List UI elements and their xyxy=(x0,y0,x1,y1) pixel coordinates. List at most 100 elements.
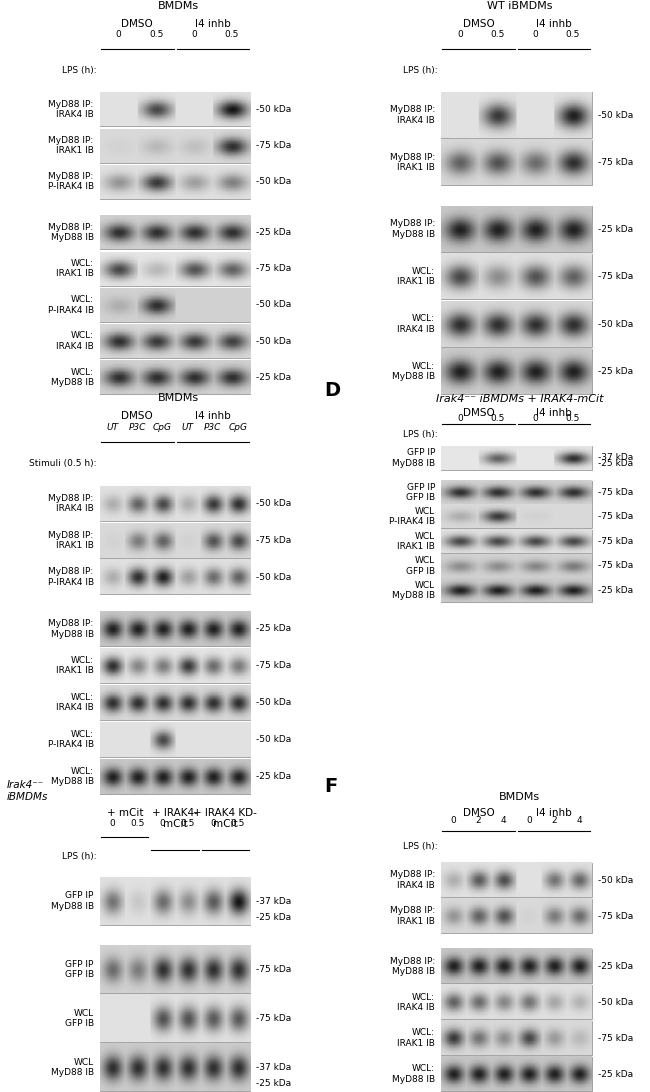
Text: 0.5: 0.5 xyxy=(181,819,195,828)
Bar xyxy=(441,301,592,346)
Text: MyD88 IP:
IRAK1 IB: MyD88 IP: IRAK1 IB xyxy=(390,153,435,173)
Bar xyxy=(441,530,592,553)
Text: -75 kDa: -75 kDa xyxy=(597,1034,633,1043)
Bar xyxy=(99,649,250,684)
Text: -50 kDa: -50 kDa xyxy=(256,177,292,187)
Text: 0: 0 xyxy=(191,31,197,39)
Text: WCL:
MyD88 IB: WCL: MyD88 IB xyxy=(392,1065,435,1083)
Text: GFP IP
MyD88 IB: GFP IP MyD88 IB xyxy=(51,891,94,911)
Text: MyD88 IP:
MyD88 IB: MyD88 IP: MyD88 IB xyxy=(390,219,435,239)
Text: WCL
MyD88 IB: WCL MyD88 IB xyxy=(51,1058,94,1077)
Text: 0.5: 0.5 xyxy=(149,31,163,39)
Bar xyxy=(99,759,250,794)
Text: GFP IP
MyD88 IB: GFP IP MyD88 IB xyxy=(392,448,435,467)
Bar xyxy=(99,523,250,558)
Text: Stimuli (0.5 h):: Stimuli (0.5 h): xyxy=(29,459,97,467)
Text: -50 kDa: -50 kDa xyxy=(256,336,292,345)
Bar xyxy=(99,1044,250,1091)
Text: 0.5: 0.5 xyxy=(224,31,239,39)
Bar xyxy=(441,480,592,503)
Text: MyD88 IP:
MyD88 IB: MyD88 IP: MyD88 IB xyxy=(390,957,435,976)
Text: DMSO: DMSO xyxy=(122,19,153,29)
Text: -75 kDa: -75 kDa xyxy=(597,561,633,570)
Text: + mCit: + mCit xyxy=(107,808,143,818)
Text: Irak4⁻⁻
iBMDMs: Irak4⁻⁻ iBMDMs xyxy=(6,781,48,802)
Text: -50 kDa: -50 kDa xyxy=(597,998,633,1007)
Text: -75 kDa: -75 kDa xyxy=(256,264,292,273)
Text: GFP IP
GFP IB: GFP IP GFP IB xyxy=(64,960,94,980)
Text: 0: 0 xyxy=(526,817,532,826)
Text: Irak4⁻⁻ iBMDMs + IRAK4-mCit: Irak4⁻⁻ iBMDMs + IRAK4-mCit xyxy=(436,394,603,404)
Text: WCL
MyD88 IB: WCL MyD88 IB xyxy=(392,581,435,601)
Bar xyxy=(99,486,250,521)
Text: MyD88 IP:
IRAK4 IB: MyD88 IP: IRAK4 IB xyxy=(49,494,94,513)
Text: WCL:
MyD88 IB: WCL: MyD88 IB xyxy=(51,368,94,387)
Text: WCL:
IRAK1 IB: WCL: IRAK1 IB xyxy=(397,1029,435,1048)
Text: -25 kDa: -25 kDa xyxy=(597,1069,633,1079)
Text: MyD88 IP:
IRAK4 IB: MyD88 IP: IRAK4 IB xyxy=(390,870,435,890)
Text: 0.5: 0.5 xyxy=(566,31,580,39)
Text: WCL:
IRAK1 IB: WCL: IRAK1 IB xyxy=(56,656,94,676)
Bar xyxy=(441,254,592,299)
Text: BMDMs: BMDMs xyxy=(499,792,540,802)
Text: -25 kDa: -25 kDa xyxy=(256,372,292,382)
Text: -50 kDa: -50 kDa xyxy=(597,110,633,119)
Text: 0: 0 xyxy=(160,819,165,828)
Text: -37 kDa: -37 kDa xyxy=(256,1063,292,1072)
Text: -25 kDa: -25 kDa xyxy=(597,586,633,595)
Bar xyxy=(99,686,250,720)
Text: UT: UT xyxy=(181,423,194,431)
Text: -25 kDa: -25 kDa xyxy=(597,367,633,376)
Text: -50 kDa: -50 kDa xyxy=(256,572,292,582)
Text: WCL
IRAK1 IB: WCL IRAK1 IB xyxy=(397,532,435,551)
Text: WCL:
IRAK4 IB: WCL: IRAK4 IB xyxy=(397,993,435,1012)
Text: -75 kDa: -75 kDa xyxy=(597,537,633,546)
Text: -25 kDa: -25 kDa xyxy=(597,225,633,234)
Bar xyxy=(99,251,250,286)
Text: CpG: CpG xyxy=(228,423,248,431)
Text: MyD88 IP:
P-IRAK4 IB: MyD88 IP: P-IRAK4 IB xyxy=(47,173,94,191)
Text: WCL:
MyD88 IB: WCL: MyD88 IB xyxy=(51,767,94,786)
Bar xyxy=(441,506,592,529)
Bar xyxy=(99,165,250,199)
Text: I4 inhb: I4 inhb xyxy=(536,19,572,29)
Text: WCL:
IRAK1 IB: WCL: IRAK1 IB xyxy=(56,259,94,278)
Text: -75 kDa: -75 kDa xyxy=(597,158,633,167)
Text: -50 kDa: -50 kDa xyxy=(597,876,633,885)
Text: I4 inhb: I4 inhb xyxy=(195,19,231,29)
Text: + IRAK4-
mCit: + IRAK4- mCit xyxy=(152,808,198,829)
Bar xyxy=(99,360,250,394)
Text: -50 kDa: -50 kDa xyxy=(256,499,292,508)
Text: D: D xyxy=(324,381,340,401)
Text: LPS (h):: LPS (h): xyxy=(404,66,438,74)
Text: -50 kDa: -50 kDa xyxy=(256,698,292,708)
Bar xyxy=(441,863,592,898)
Text: 0: 0 xyxy=(109,819,115,828)
Bar xyxy=(441,555,592,578)
Text: MyD88 IP:
IRAK4 IB: MyD88 IP: IRAK4 IB xyxy=(49,99,94,119)
Text: I4 inhb: I4 inhb xyxy=(536,408,572,418)
Text: DMSO: DMSO xyxy=(463,408,495,418)
Text: WCL:
P-IRAK4 IB: WCL: P-IRAK4 IB xyxy=(47,729,94,749)
Text: WCL
GFP IB: WCL GFP IB xyxy=(64,1009,94,1029)
Bar xyxy=(441,985,592,1019)
Text: MyD88 IP:
IRAK1 IB: MyD88 IP: IRAK1 IB xyxy=(49,135,94,155)
Text: -75 kDa: -75 kDa xyxy=(597,488,633,497)
Text: -75 kDa: -75 kDa xyxy=(597,512,633,521)
Text: MyD88 IP:
IRAK1 IB: MyD88 IP: IRAK1 IB xyxy=(49,531,94,550)
Text: DMSO: DMSO xyxy=(463,808,495,818)
Text: CpG: CpG xyxy=(153,423,172,431)
Bar xyxy=(99,878,250,925)
Text: MyD88 IP:
IRAK4 IB: MyD88 IP: IRAK4 IB xyxy=(390,105,435,124)
Text: F: F xyxy=(324,778,337,796)
Text: BMDMs: BMDMs xyxy=(157,1,199,12)
Bar xyxy=(441,206,592,251)
Text: -25 kDa: -25 kDa xyxy=(256,228,292,237)
Text: MyD88 IP:
MyD88 IB: MyD88 IP: MyD88 IB xyxy=(49,619,94,639)
Text: -75 kDa: -75 kDa xyxy=(256,1014,292,1023)
Bar xyxy=(441,140,592,186)
Text: 0: 0 xyxy=(210,819,216,828)
Text: 4: 4 xyxy=(577,817,582,826)
Text: -25 kDa: -25 kDa xyxy=(597,962,633,971)
Text: 0: 0 xyxy=(532,31,538,39)
